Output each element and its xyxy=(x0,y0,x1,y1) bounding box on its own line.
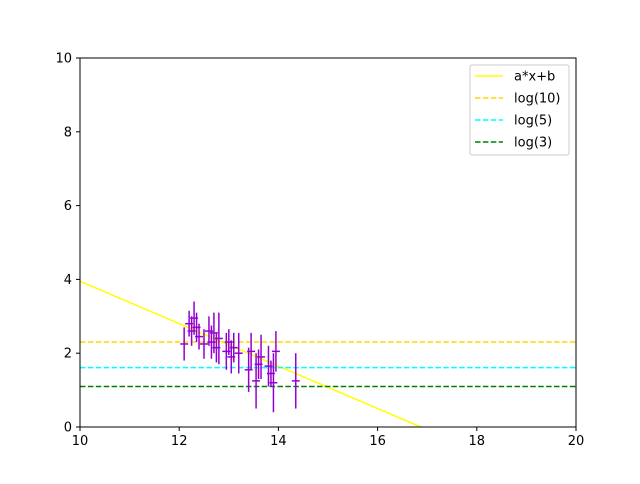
x-tick-label: 18 xyxy=(469,434,486,449)
data-point xyxy=(291,353,300,409)
data-point xyxy=(180,327,189,361)
y-tick-label: 6 xyxy=(64,199,72,214)
plot-area xyxy=(80,280,576,427)
data-point xyxy=(234,332,243,374)
plot-content xyxy=(80,280,576,427)
data-point xyxy=(229,332,238,363)
data-point xyxy=(252,353,261,409)
data-point xyxy=(271,331,280,372)
legend-label: a*x+b xyxy=(514,70,555,85)
data-point xyxy=(200,329,208,359)
y-tick-label: 2 xyxy=(64,347,72,362)
data-point xyxy=(195,323,204,350)
legend: a*x+b log(10) log(5) log(3) xyxy=(469,64,570,156)
data-point xyxy=(247,332,256,370)
y-tick-label: 8 xyxy=(64,125,72,140)
x-tick-label: 16 xyxy=(369,434,386,449)
data-point xyxy=(257,334,266,380)
x-tick-label: 14 xyxy=(270,434,287,449)
x-tick-label: 10 xyxy=(72,434,89,449)
legend-label: log(5) xyxy=(514,114,552,129)
data-point xyxy=(214,312,223,365)
data-point xyxy=(269,353,278,413)
legend-label: log(3) xyxy=(514,136,552,151)
axes: 10 12 14 16 18 20 0 2 4 6 8 10 xyxy=(55,52,584,450)
x-tick-label: 20 xyxy=(568,434,585,449)
y-tick-label: 10 xyxy=(55,52,72,67)
y-tick-label: 0 xyxy=(64,421,72,436)
y-tick-label: 4 xyxy=(64,273,72,288)
axes-frame xyxy=(79,57,577,428)
legend-label: log(10) xyxy=(514,92,561,107)
legend-box xyxy=(469,64,570,156)
x-tick-label: 12 xyxy=(171,434,188,449)
